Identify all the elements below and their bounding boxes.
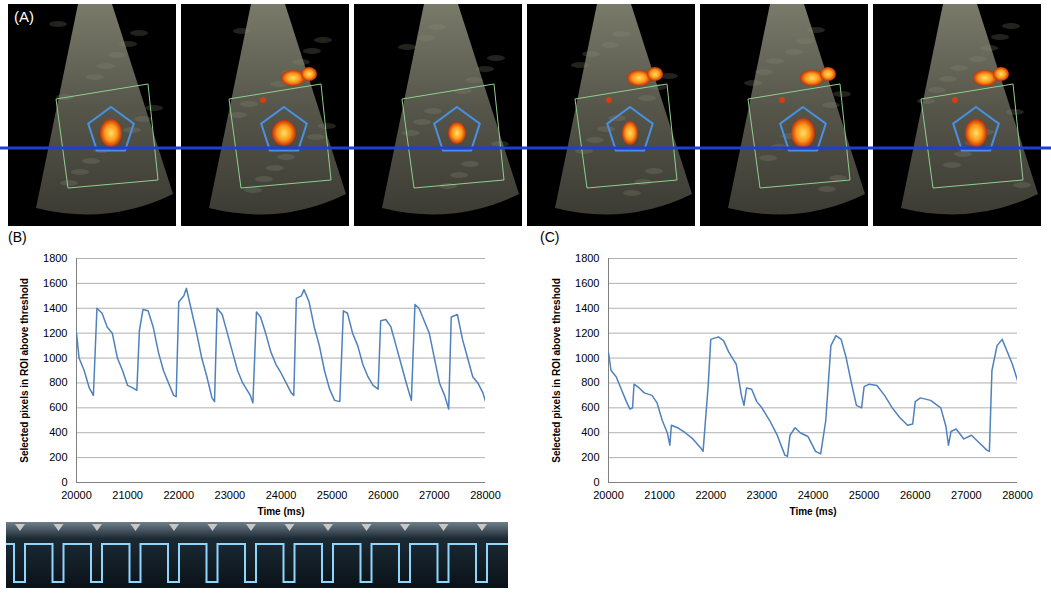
- svg-text:(A): (A): [14, 8, 34, 25]
- svg-text:27000: 27000: [951, 489, 982, 501]
- svg-text:400: 400: [581, 426, 599, 438]
- svg-text:600: 600: [49, 401, 67, 413]
- svg-text:1200: 1200: [43, 327, 67, 339]
- svg-text:1800: 1800: [575, 252, 599, 264]
- svg-text:21000: 21000: [112, 489, 143, 501]
- svg-text:20000: 20000: [593, 489, 624, 501]
- svg-text:400: 400: [49, 426, 67, 438]
- svg-text:21000: 21000: [644, 489, 675, 501]
- svg-text:Selected pixels in ROI above t: Selected pixels in ROI above threshold: [551, 278, 562, 463]
- svg-text:1000: 1000: [43, 352, 67, 364]
- svg-text:Time (ms): Time (ms): [257, 506, 304, 517]
- svg-text:200: 200: [581, 451, 599, 463]
- svg-text:28000: 28000: [470, 489, 501, 501]
- svg-text:1600: 1600: [575, 277, 599, 289]
- svg-text:24000: 24000: [798, 489, 829, 501]
- svg-text:0: 0: [61, 476, 67, 488]
- svg-text:Selected pixels in ROI above t: Selected pixels in ROI above threshold: [19, 278, 30, 463]
- svg-text:20000: 20000: [61, 489, 92, 501]
- svg-text:26000: 26000: [900, 489, 931, 501]
- svg-text:1200: 1200: [575, 327, 599, 339]
- svg-text:1800: 1800: [43, 252, 67, 264]
- svg-text:0: 0: [593, 476, 599, 488]
- svg-text:1400: 1400: [43, 302, 67, 314]
- svg-text:25000: 25000: [317, 489, 348, 501]
- html-text:(C): (C): [540, 229, 560, 245]
- svg-text:27000: 27000: [419, 489, 450, 501]
- svg-text:Time (ms): Time (ms): [789, 506, 836, 517]
- svg-text:800: 800: [581, 376, 599, 388]
- svg-text:23000: 23000: [215, 489, 246, 501]
- svg-text:1400: 1400: [575, 302, 599, 314]
- svg-text:26000: 26000: [368, 489, 399, 501]
- svg-text:1600: 1600: [43, 277, 67, 289]
- svg-text:600: 600: [581, 401, 599, 413]
- html-text:(B): (B): [8, 229, 27, 245]
- svg-text:24000: 24000: [266, 489, 297, 501]
- svg-text:800: 800: [49, 376, 67, 388]
- svg-text:25000: 25000: [849, 489, 880, 501]
- svg-text:23000: 23000: [747, 489, 778, 501]
- svg-text:1000: 1000: [575, 352, 599, 364]
- svg-text:28000: 28000: [1002, 489, 1033, 501]
- svg-text:22000: 22000: [695, 489, 726, 501]
- svg-text:200: 200: [49, 451, 67, 463]
- svg-text:22000: 22000: [163, 489, 194, 501]
